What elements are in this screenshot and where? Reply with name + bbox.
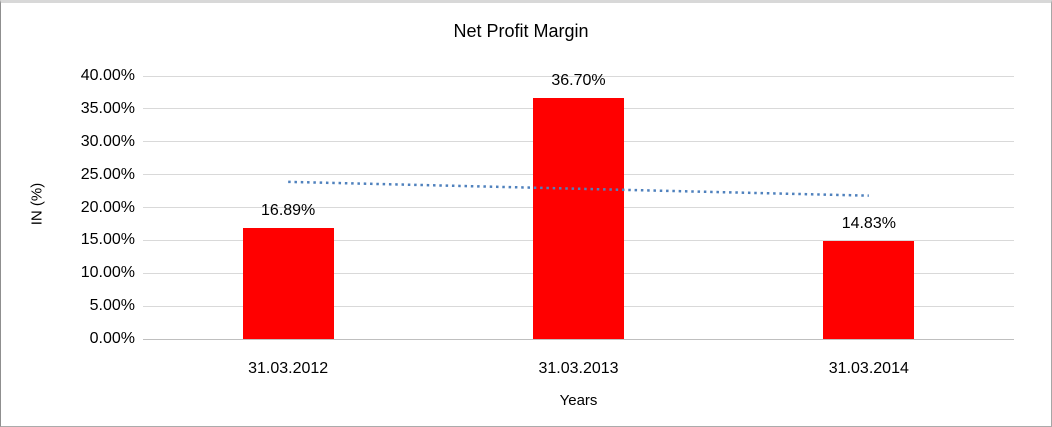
x-axis-title: Years: [559, 392, 598, 409]
y-tick-label: 15.00%: [80, 231, 135, 249]
gridline: [143, 75, 1014, 77]
y-tick-label: 0.00%: [89, 330, 135, 347]
y-tick-label: 35.00%: [80, 99, 135, 117]
y-tick-label: 20.00%: [80, 198, 135, 216]
category-label: 31.03.2014: [828, 360, 909, 377]
y-tick-label: 25.00%: [80, 165, 135, 183]
bar-data-label: 16.89%: [261, 201, 316, 219]
bar-data-label: 14.83%: [841, 215, 896, 233]
chart-title: Net Profit Margin: [453, 21, 589, 41]
y-tick-label: 30.00%: [80, 132, 135, 150]
bar: [242, 227, 334, 339]
y-tick-label: 5.00%: [89, 297, 135, 315]
category-label: 31.03.2012: [248, 360, 329, 377]
y-tick-label: 10.00%: [80, 264, 135, 282]
bar-data-label: 36.70%: [551, 71, 606, 89]
x-axis-line: [143, 338, 1014, 340]
bar: [823, 241, 915, 339]
y-tick-label: 40.00%: [80, 67, 135, 84]
bar: [533, 97, 624, 339]
category-label: 31.03.2013: [538, 360, 619, 377]
